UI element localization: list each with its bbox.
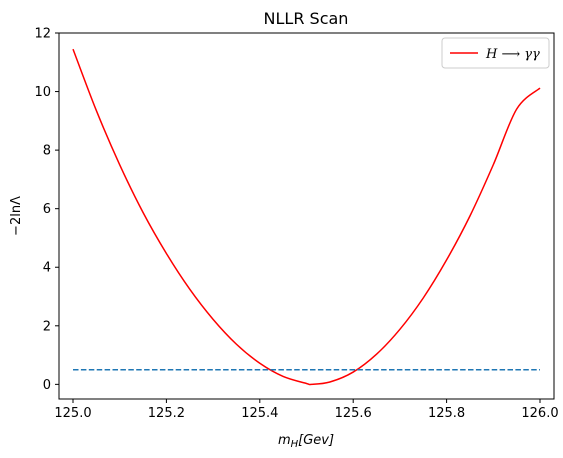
plot-area bbox=[72, 48, 541, 386]
y-tick-label: 6 bbox=[43, 202, 51, 217]
y-tick-label: 10 bbox=[34, 85, 51, 100]
x-tick-label: 125.4 bbox=[241, 406, 278, 421]
x-axis-label: mH[Gev] bbox=[278, 433, 334, 450]
x-tick-label: 125.6 bbox=[335, 406, 372, 421]
y-tick-label: 2 bbox=[43, 319, 51, 334]
y-tick-label: 4 bbox=[43, 261, 51, 276]
y-tick-label: 12 bbox=[34, 27, 51, 42]
y-tick-label: 8 bbox=[43, 144, 51, 159]
x-tick-label: 125.2 bbox=[148, 406, 185, 421]
legend: H ⟶ γγ bbox=[441, 37, 550, 69]
chart-title: NLLR Scan bbox=[264, 9, 349, 28]
y-axis: 0 2 4 6 8 10 12 bbox=[34, 27, 59, 393]
x-axis: 125.0 125.2 125.4 125.6 125.8 126.0 bbox=[54, 399, 559, 421]
series-line-h-gamma-gamma bbox=[72, 48, 541, 386]
y-axis-label: −2lnΛ bbox=[9, 196, 24, 236]
x-tick-label: 125.0 bbox=[54, 406, 91, 421]
y-tick-label: 0 bbox=[43, 378, 51, 393]
x-tick-label: 125.8 bbox=[428, 406, 465, 421]
plot-frame bbox=[58, 32, 555, 400]
legend-box bbox=[441, 37, 550, 69]
x-tick-label: 126.0 bbox=[521, 406, 558, 421]
legend-label: H ⟶ γγ bbox=[485, 47, 540, 62]
